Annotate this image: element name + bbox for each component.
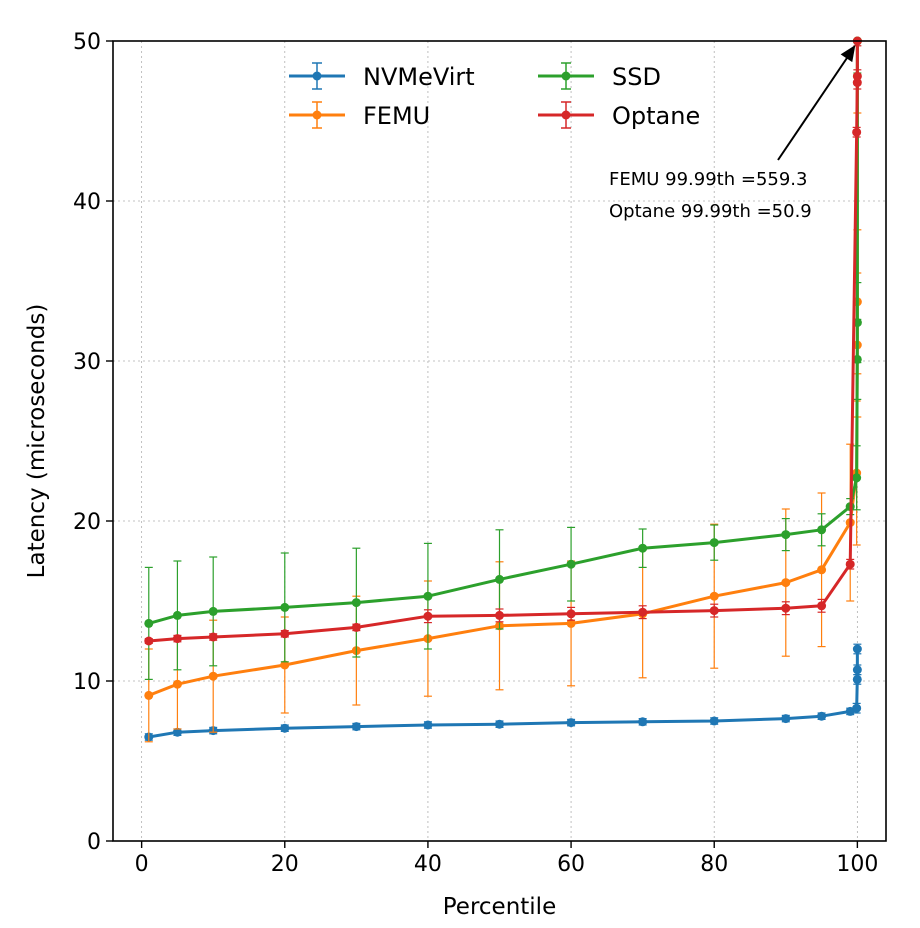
data-point <box>781 714 791 724</box>
data-point <box>144 690 154 700</box>
data-point <box>817 711 827 721</box>
data-point <box>208 671 218 681</box>
data-point <box>852 703 862 713</box>
axis-ticks: 0 20 40 60 80 100 0 10 20 30 40 50 <box>73 30 878 877</box>
series-ssd <box>144 36 862 681</box>
legend-item-nvmevirt: NVMeVirt <box>289 62 475 91</box>
y-tick-label: 20 <box>73 510 101 535</box>
data-point <box>638 717 648 727</box>
data-point <box>351 722 361 732</box>
data-point <box>495 719 504 729</box>
legend-item-ssd: SSD <box>538 62 661 91</box>
data-point <box>280 660 290 670</box>
x-tick-label: 40 <box>414 852 442 877</box>
data-point <box>638 607 648 617</box>
data-point <box>172 634 182 644</box>
data-point <box>709 591 719 601</box>
data-point <box>280 629 290 639</box>
series-line <box>148 40 859 625</box>
data-point <box>144 636 154 646</box>
legend-marker <box>561 71 571 81</box>
data-point <box>852 78 862 88</box>
legend-item-optane: Optane <box>538 101 700 130</box>
data-point <box>280 602 290 612</box>
y-tick-label: 0 <box>87 830 101 855</box>
data-point <box>208 632 218 642</box>
data-point <box>423 591 433 601</box>
data-point <box>852 644 862 654</box>
y-axis-label: Latency (microseconds) <box>24 304 50 579</box>
data-point <box>817 525 827 535</box>
annotation-arrow-line <box>777 49 854 161</box>
plot-series <box>144 36 862 743</box>
data-point <box>351 598 361 608</box>
legend-marker <box>561 110 571 120</box>
data-point <box>817 565 827 575</box>
data-point <box>845 559 855 569</box>
data-point <box>566 609 576 619</box>
legend-label: FEMU <box>363 102 430 130</box>
data-point <box>817 601 827 611</box>
data-point <box>852 71 862 81</box>
data-point <box>351 622 361 632</box>
y-tick-label: 30 <box>73 350 101 375</box>
x-tick-label: 0 <box>135 852 149 877</box>
legend: NVMeVirt FEMU SSD Optane <box>289 62 700 130</box>
annotation-femu: FEMU 99.99th =559.3 <box>609 169 807 190</box>
data-point <box>781 530 791 540</box>
data-point <box>566 718 576 728</box>
annotation-arrow-head <box>840 45 856 63</box>
data-point <box>852 354 862 364</box>
data-point <box>852 127 862 137</box>
data-point <box>423 611 433 621</box>
y-tick-label: 10 <box>73 670 101 695</box>
x-tick-label: 100 <box>836 852 878 877</box>
data-point <box>423 720 433 730</box>
series-nvmevirt <box>144 643 862 742</box>
data-point <box>566 559 576 569</box>
legend-label: Optane <box>612 102 700 130</box>
data-point <box>709 716 719 726</box>
x-tick-label: 20 <box>271 852 299 877</box>
data-point <box>566 618 576 628</box>
data-point <box>280 723 290 733</box>
x-axis-label: Percentile <box>443 894 556 920</box>
series-optane <box>144 36 862 646</box>
data-point <box>852 674 862 684</box>
data-point <box>495 574 504 584</box>
data-point <box>172 610 182 620</box>
annotation-optane: Optane 99.99th =50.9 <box>609 201 812 222</box>
data-point <box>172 727 182 737</box>
data-point <box>781 603 791 613</box>
annotations: FEMU 99.99th =559.3 Optane 99.99th =50.9 <box>609 45 856 222</box>
data-point <box>781 578 791 588</box>
legend-marker <box>312 71 322 81</box>
legend-label: NVMeVirt <box>363 63 475 91</box>
legend-marker <box>312 110 322 120</box>
legend-item-femu: FEMU <box>289 101 430 130</box>
data-point <box>172 679 182 689</box>
data-point <box>852 473 862 483</box>
plot-frame <box>112 40 887 842</box>
legend-label: SSD <box>612 63 661 91</box>
data-point <box>144 618 154 628</box>
data-point <box>208 606 218 616</box>
series-line <box>148 40 859 643</box>
data-point <box>495 610 504 620</box>
series-line <box>148 40 859 697</box>
data-point <box>638 543 648 553</box>
data-point <box>709 606 719 616</box>
y-tick-label: 50 <box>73 30 101 55</box>
data-point <box>709 538 719 548</box>
x-tick-label: 60 <box>557 852 585 877</box>
data-point <box>852 665 862 675</box>
y-tick-label: 40 <box>73 190 101 215</box>
x-tick-label: 80 <box>700 852 728 877</box>
